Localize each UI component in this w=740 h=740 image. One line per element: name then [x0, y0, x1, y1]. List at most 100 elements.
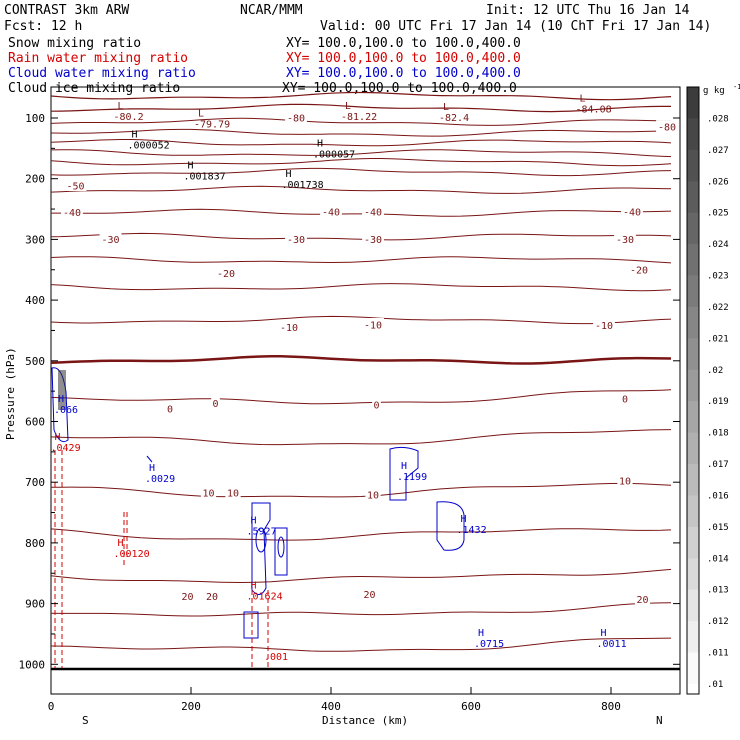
- colorbar-label: .024: [707, 240, 729, 250]
- colorbar-swatch: [687, 652, 699, 685]
- temperature-contour-line: [50, 637, 672, 652]
- contour-label-bg: [99, 232, 122, 245]
- extremum-value: .001738: [282, 180, 324, 191]
- temperature-contour-line: [50, 91, 672, 101]
- colorbar-label: .02: [707, 366, 723, 376]
- contour-label-bg: [225, 486, 241, 499]
- temperature-contour-line: [50, 429, 672, 446]
- snow-shading: [58, 370, 66, 410]
- contour-label: 10: [202, 489, 214, 500]
- contour-label-bg: [362, 232, 384, 245]
- extremum-marker: H: [286, 169, 292, 180]
- colorbar-label: .018: [707, 429, 729, 439]
- colorbar-label: .013: [707, 586, 729, 596]
- extremum-value: -84.08: [576, 105, 612, 116]
- contour-label-bg: [211, 396, 220, 409]
- colorbar-label: .011: [707, 649, 729, 659]
- temperature-contour-line: [51, 208, 672, 217]
- colorbar-swatch: [687, 181, 699, 214]
- cloud-water-contour: [51, 367, 69, 443]
- y-tick-label: 900: [25, 598, 45, 611]
- contour-label: 10: [367, 490, 379, 501]
- colorbar-swatch: [687, 87, 699, 119]
- extremum-marker: L: [198, 108, 204, 119]
- colorbar-label: .015: [707, 523, 729, 533]
- colorbar-unit-exponent: -1: [733, 83, 740, 91]
- y-tick-label: 1000: [19, 658, 46, 671]
- plot-frame: [50, 86, 681, 695]
- extremum-value: .1432: [457, 525, 487, 536]
- contour-label: -40: [364, 208, 382, 219]
- extremum-value: .5927: [247, 527, 277, 538]
- colorbar-label: .022: [707, 303, 729, 313]
- temperature-contour-line: [50, 158, 672, 167]
- snow-xy: XY= 100.0,100.0 to 100.0,400.0: [286, 36, 521, 51]
- contour-label: -40: [63, 208, 81, 219]
- colorbar-swatch: [687, 526, 699, 559]
- x-tick-label: 400: [321, 700, 341, 713]
- contour-label-bg: [620, 392, 630, 405]
- colorbar-swatch: [687, 558, 699, 591]
- extremum-marker: H: [58, 394, 64, 405]
- y-tick-label: 400: [25, 294, 45, 307]
- contour-label: 20: [636, 595, 648, 606]
- contour-label-bg: [204, 589, 220, 602]
- temperature-contour-line: [50, 167, 672, 177]
- extremum-marker: H: [461, 514, 467, 525]
- contour-label-bg: [200, 486, 217, 499]
- temperature-contour-line: [50, 568, 672, 584]
- colorbar-swatch: [687, 589, 699, 622]
- cloud-water-contour: [274, 527, 288, 576]
- contour-label-bg: [628, 262, 650, 275]
- contour-label: -80: [287, 114, 305, 125]
- colorbar-label: .01: [707, 680, 723, 690]
- colorbar-swatch: [687, 684, 699, 694]
- colorbar-swatch: [687, 244, 699, 277]
- contour-label-bg: [362, 317, 384, 330]
- contour-label: 0: [622, 395, 628, 406]
- extremum-value: .000052: [128, 141, 170, 152]
- extremum-marker: H: [401, 461, 407, 472]
- extremum-marker: H: [251, 516, 257, 527]
- colorbar-unit: g kg: [703, 86, 725, 96]
- extremum-value: -80.2: [114, 112, 144, 123]
- y-tick-label: 200: [25, 173, 45, 186]
- colorbar-swatch: [687, 369, 699, 402]
- extremum-value: .0429: [51, 443, 81, 454]
- contour-label: 20: [363, 590, 375, 601]
- extremum-marker: H: [118, 538, 124, 549]
- extremum-marker: H: [251, 581, 257, 592]
- colorbar-label: .017: [707, 460, 729, 470]
- extremum-value: .0029: [145, 474, 175, 485]
- model-title: CONTRAST 3km ARW: [4, 3, 129, 18]
- colorbar-swatch: [687, 338, 699, 371]
- colorbar: .028 .027 .026 .025 .024 .023 .022 .021 .02 .019.…: [686, 83, 740, 695]
- colorbar-swatch: [687, 118, 699, 151]
- temperature-contour-line: [51, 482, 672, 498]
- y-tick-label: 300: [25, 233, 45, 246]
- cloud-water-contour: [389, 446, 419, 501]
- contour-label-bg: [285, 111, 307, 123]
- temperature-contour-line: [50, 355, 672, 365]
- field-cloud-ice: Cloud ice mixing ratio: [8, 81, 180, 96]
- x-tick-label: 800: [601, 700, 621, 713]
- contour-label-bg: [634, 592, 651, 605]
- colorbar-swatch: [687, 464, 699, 496]
- cloud-water-contour: [251, 502, 271, 595]
- y-tick-label: 700: [25, 476, 45, 489]
- contour-label: -20: [630, 265, 648, 276]
- cloud-water-contour: [146, 455, 153, 463]
- temperature-contour-line: [50, 103, 671, 113]
- temperature-contour-line: [50, 117, 671, 126]
- hydrometeor-contours: [51, 367, 465, 668]
- cloud-water-contour: [277, 536, 285, 558]
- rain-xy: XY= 100.0,100.0 to 100.0,400.0: [286, 51, 521, 66]
- temperature-contour-line: [50, 256, 672, 264]
- temperature-contour-line: [50, 315, 672, 325]
- contour-label: 0: [167, 404, 173, 415]
- contour-label: 10: [227, 489, 239, 500]
- y-tick-label: 600: [25, 416, 45, 429]
- extremum-marker: H: [55, 432, 61, 443]
- contour-label: -30: [287, 235, 305, 246]
- contour-label: -50: [66, 181, 84, 192]
